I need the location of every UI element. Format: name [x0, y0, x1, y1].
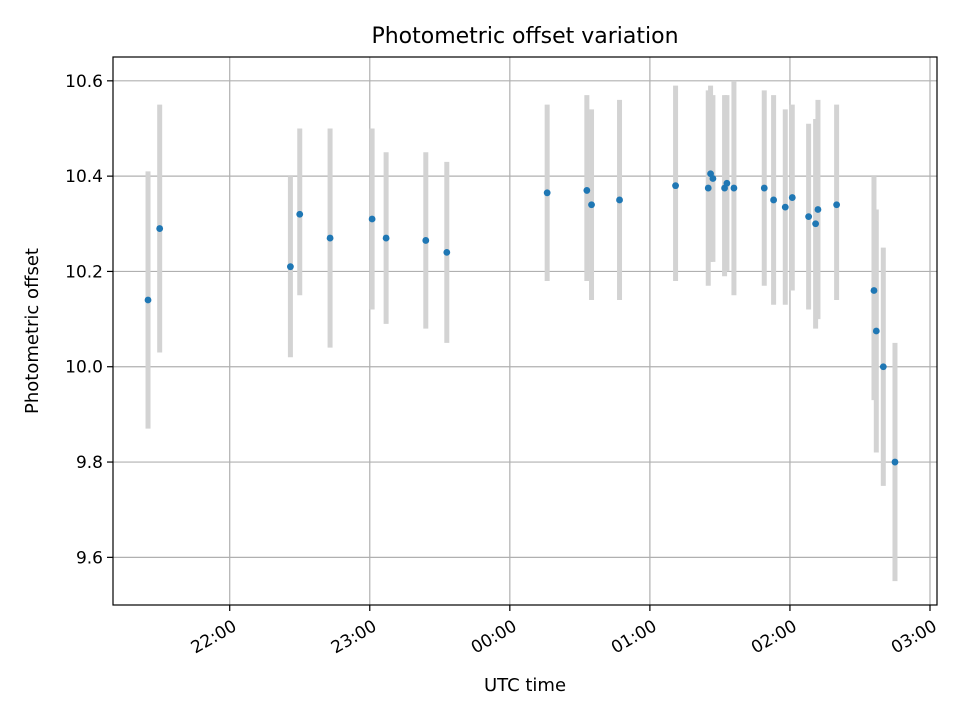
data-point — [144, 296, 152, 304]
x-tick-label: 01:00 — [608, 616, 660, 658]
data-point — [812, 220, 820, 228]
x-tick-label: 23:00 — [328, 616, 380, 658]
data-point — [760, 184, 768, 192]
data-point — [704, 184, 712, 192]
x-tick-label: 03:00 — [888, 616, 940, 658]
chart-title: Photometric offset variation — [371, 24, 678, 49]
data-point — [781, 203, 789, 211]
grid — [113, 57, 937, 605]
data-point — [616, 196, 623, 204]
y-tick-label: 10.2 — [65, 262, 103, 282]
x-tick-label: 02:00 — [748, 616, 800, 658]
x-tick-label: 00:00 — [468, 616, 520, 658]
data-point — [833, 201, 841, 209]
y-tick-label: 10.0 — [65, 358, 103, 378]
data-point — [870, 287, 878, 294]
data-point — [723, 179, 731, 187]
x-tick-label: 22:00 — [188, 616, 240, 658]
data-point — [422, 237, 430, 244]
data-point — [443, 248, 451, 256]
data-point — [326, 234, 334, 242]
data-point — [814, 206, 822, 213]
y-tick-label: 10.4 — [65, 167, 103, 187]
data-point — [805, 213, 813, 221]
data-point — [287, 263, 294, 271]
data-point — [543, 189, 551, 197]
data-point — [672, 182, 679, 190]
data-point — [879, 363, 887, 371]
y-axis-ticks: 9.6 9.8 10.0 10.2 10.4 10.6 — [65, 72, 113, 568]
x-axis-label: UTC time — [484, 675, 566, 696]
data-point — [730, 184, 738, 192]
data-point — [709, 175, 717, 182]
data-point — [368, 215, 376, 223]
data-point — [296, 210, 304, 218]
error-bars — [145, 80, 898, 582]
y-tick-label: 10.6 — [65, 72, 103, 92]
data-point — [770, 196, 778, 204]
data-point — [872, 327, 880, 335]
data-points — [144, 170, 899, 466]
y-tick-label: 9.6 — [76, 548, 103, 568]
plot-frame — [112, 56, 938, 606]
data-point — [891, 458, 899, 466]
x-axis-ticks: 22:00 23:00 00:00 01:00 02:00 03:00 — [188, 605, 940, 658]
data-point — [583, 187, 591, 194]
data-point — [382, 234, 390, 242]
y-tick-label: 9.8 — [76, 453, 103, 473]
data-point — [788, 194, 796, 201]
data-point — [588, 201, 595, 209]
data-point — [156, 225, 164, 232]
y-axis-label: Photometric offset — [22, 248, 43, 414]
